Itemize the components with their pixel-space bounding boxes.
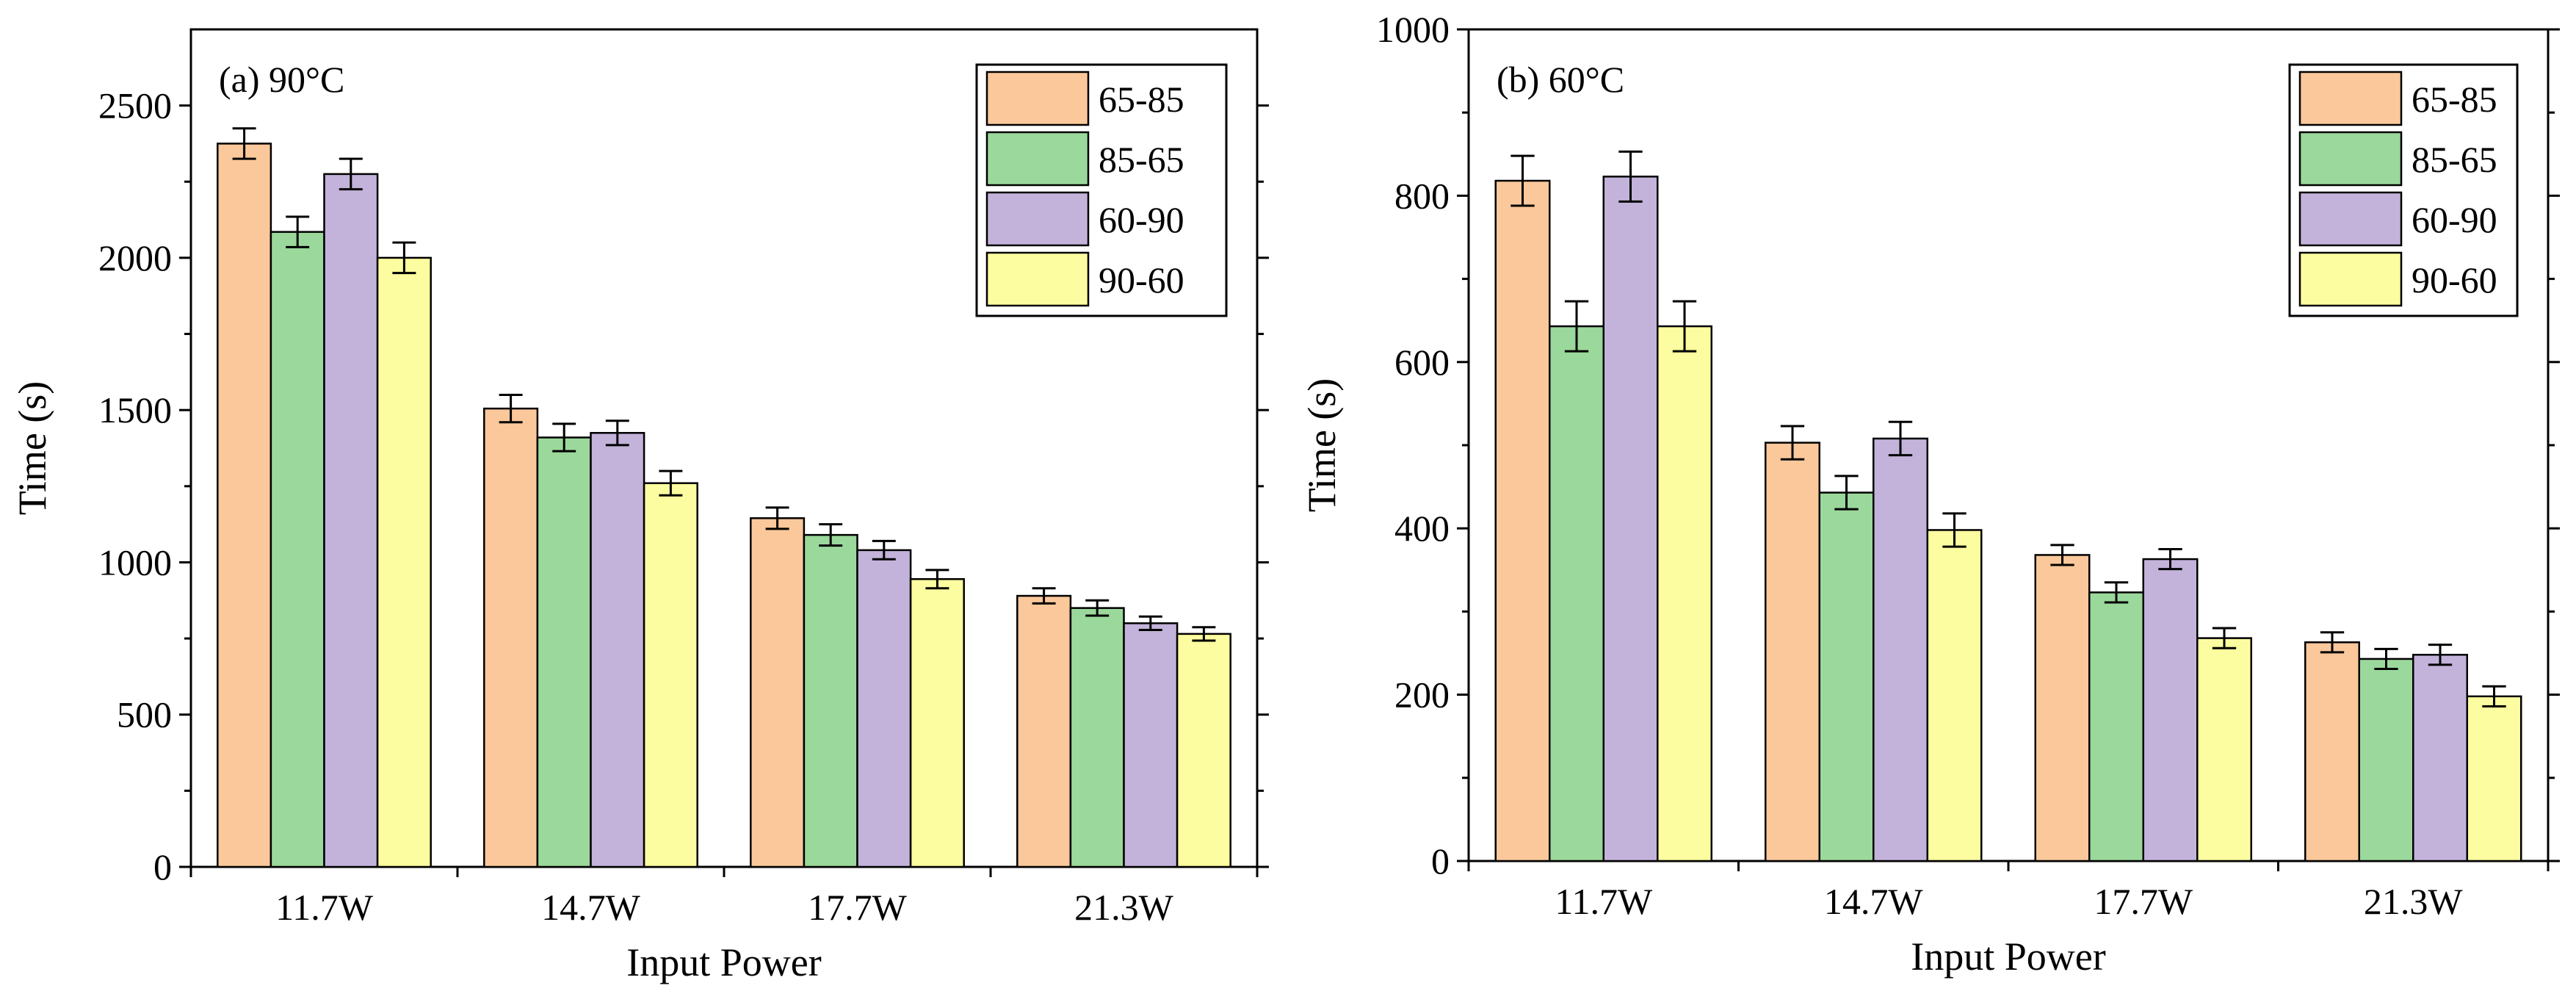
legend-label: 60-90 bbox=[1099, 199, 1184, 240]
chart-panel-a: 0 500 1000 1500 2000 2500 11.7W 14.7W 17.7W 21.3W… bbox=[10, 28, 1269, 984]
y-axis-title: Time (s) bbox=[10, 381, 54, 516]
legend-label: 60-90 bbox=[2412, 199, 2497, 240]
y-tick-label: 1000 bbox=[1376, 9, 1450, 50]
legend-label: 85-65 bbox=[1099, 139, 1184, 180]
bar bbox=[2358, 658, 2414, 862]
legend-swatch bbox=[985, 191, 1090, 247]
x-tick-label: 11.7W bbox=[275, 887, 374, 928]
bar bbox=[323, 173, 379, 868]
panel-label: (b) 60°C bbox=[1497, 59, 1624, 100]
legend-swatch bbox=[985, 251, 1090, 307]
bar bbox=[2466, 695, 2522, 862]
legend-swatch bbox=[985, 71, 1090, 126]
x-axis-title: Input Power bbox=[1911, 934, 2105, 979]
legend-swatch bbox=[2298, 71, 2403, 126]
bar bbox=[1176, 633, 1231, 868]
bar bbox=[376, 256, 432, 868]
legend-label: 85-65 bbox=[2412, 139, 2497, 180]
bar bbox=[536, 436, 592, 868]
bar bbox=[1818, 491, 1875, 862]
x-tick-label: 21.3W bbox=[2364, 881, 2464, 922]
legend: 65-85 85-65 60-90 90-60 bbox=[2288, 63, 2519, 317]
bar bbox=[590, 432, 645, 868]
y-tick-label: 1500 bbox=[98, 389, 172, 431]
bar bbox=[483, 407, 539, 868]
bar bbox=[2034, 554, 2091, 862]
y-tick-label: 800 bbox=[1394, 175, 1450, 216]
y-tick-label: 500 bbox=[117, 694, 172, 735]
legend-swatch bbox=[2298, 251, 2403, 307]
bar bbox=[1602, 176, 1659, 862]
legend-swatch bbox=[2298, 131, 2403, 187]
bar bbox=[1926, 529, 1983, 862]
bar bbox=[1494, 179, 1551, 862]
legend-label: 90-60 bbox=[1099, 259, 1184, 300]
bar bbox=[2412, 654, 2468, 862]
bar bbox=[2142, 558, 2199, 862]
x-tick-label: 17.7W bbox=[2094, 881, 2193, 922]
bar bbox=[803, 533, 858, 868]
legend: 65-85 85-65 60-90 90-60 bbox=[975, 63, 1228, 317]
y-tick-label: 0 bbox=[1431, 840, 1450, 882]
bar bbox=[643, 482, 698, 868]
y-tick-label: 2500 bbox=[98, 85, 172, 126]
panel-label: (a) 90°C bbox=[219, 59, 344, 100]
bar bbox=[2196, 637, 2252, 862]
bar bbox=[1657, 325, 1712, 862]
y-axis-title: Time (s) bbox=[1300, 378, 1344, 513]
legend-label: 65-85 bbox=[2412, 79, 2497, 120]
y-tick-label: 200 bbox=[1394, 674, 1450, 716]
bar bbox=[909, 578, 965, 868]
x-axis-title: Input Power bbox=[626, 940, 821, 984]
bar bbox=[217, 143, 272, 868]
y-tick-label: 400 bbox=[1394, 508, 1450, 549]
bar bbox=[750, 517, 806, 868]
y-tick-label: 1000 bbox=[98, 541, 172, 583]
bar bbox=[1123, 622, 1179, 868]
y-tick-label: 2000 bbox=[98, 237, 172, 278]
bar bbox=[1873, 437, 1928, 862]
bar bbox=[2088, 591, 2144, 862]
x-tick-label: 14.7W bbox=[541, 887, 641, 928]
bar bbox=[2304, 641, 2360, 862]
y-tick-label: 600 bbox=[1394, 342, 1450, 383]
bar bbox=[1016, 594, 1072, 868]
legend-label: 65-85 bbox=[1099, 79, 1184, 120]
x-tick-label: 11.7W bbox=[1555, 881, 1653, 922]
bar bbox=[1549, 325, 1604, 862]
legend-swatch bbox=[985, 131, 1090, 187]
bar bbox=[856, 549, 912, 868]
x-tick-label: 21.3W bbox=[1074, 887, 1174, 928]
bar bbox=[269, 231, 325, 868]
legend-label: 90-60 bbox=[2412, 259, 2497, 300]
chart-panel-b: 0 200 400 600 800 1000 11.7W 14.7W 17.7W 21.3W Inp… bbox=[1300, 9, 2560, 979]
legend-swatch bbox=[2298, 191, 2403, 247]
x-tick-label: 17.7W bbox=[808, 887, 908, 928]
bar bbox=[1765, 442, 1820, 862]
y-tick-label: 0 bbox=[153, 846, 172, 887]
x-tick-label: 14.7W bbox=[1824, 881, 1924, 922]
bar bbox=[1069, 607, 1125, 868]
